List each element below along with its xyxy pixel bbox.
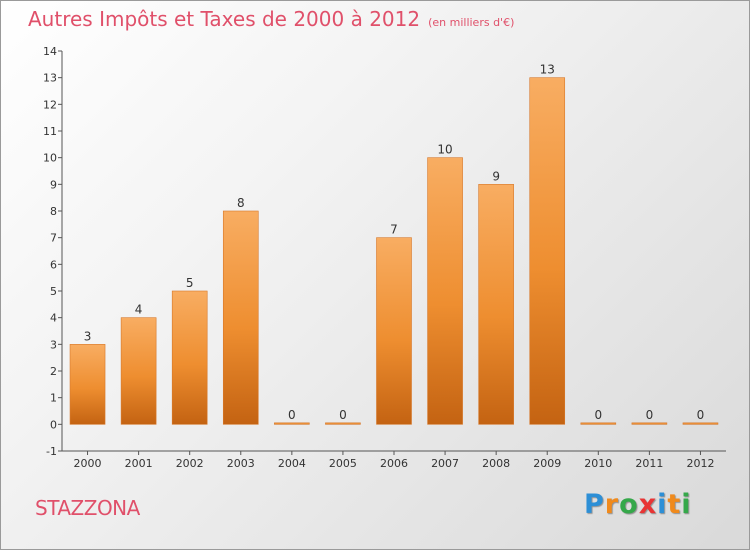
x-tick-label: 2011: [635, 457, 663, 470]
x-tick-label: 2010: [584, 457, 612, 470]
y-tick-label: 12: [43, 98, 57, 111]
bar: [631, 422, 668, 425]
y-tick-label: 3: [50, 338, 57, 351]
bar: [529, 77, 566, 425]
y-tick-label: -1: [46, 445, 57, 458]
y-tick-label: 4: [50, 312, 57, 325]
value-label: 5: [186, 276, 194, 290]
chart-title: Autres Impôts et Taxes de 2000 à 2012 (en…: [28, 7, 514, 31]
bar: [325, 422, 361, 425]
value-label: 3: [84, 329, 92, 343]
x-tick-label: 2008: [482, 457, 510, 470]
x-tick-label: 2000: [74, 457, 102, 470]
x-tick-label: 2001: [125, 457, 153, 470]
x-tick-label: 2003: [227, 457, 255, 470]
chart-value-labels: 3 4 5 8 0 0 7 10 9 13 0 0 0: [84, 63, 705, 422]
logo-letter: P: [584, 489, 605, 520]
y-tick-label: 0: [50, 418, 57, 431]
bar: [376, 237, 412, 425]
x-tick-label: 2006: [380, 457, 408, 470]
logo-letter: r: [604, 489, 620, 520]
y-tick-label: 2: [50, 365, 57, 378]
value-label: 0: [697, 408, 705, 422]
y-tick-label: 1: [50, 392, 57, 405]
bar: [580, 422, 617, 425]
y-tick-label: 5: [50, 285, 57, 298]
value-label: 4: [135, 303, 143, 317]
y-tick-label: 10: [43, 152, 57, 165]
bar: [274, 422, 310, 425]
logo-letter: i: [681, 489, 692, 520]
y-tick-label: 7: [50, 232, 57, 245]
value-label: 8: [237, 196, 245, 210]
value-label: 0: [646, 408, 654, 422]
bar: [427, 157, 463, 425]
logo-letter: i: [657, 489, 668, 520]
x-tick-label: 2007: [431, 457, 459, 470]
x-tick-label: 2005: [329, 457, 357, 470]
bar: [69, 344, 106, 425]
bar: [171, 290, 208, 425]
value-label: 0: [339, 408, 347, 422]
value-label: 10: [437, 143, 452, 157]
value-label: 0: [594, 408, 602, 422]
y-tick-label: 11: [43, 125, 57, 138]
x-tick-label: 2004: [278, 457, 306, 470]
chart-bars: [69, 77, 719, 425]
x-tick-label: 2009: [533, 457, 561, 470]
y-tick-label: 13: [43, 72, 57, 85]
value-label: 7: [390, 223, 398, 237]
value-label: 13: [540, 63, 555, 77]
y-tick-label: 6: [50, 258, 57, 271]
value-label: 0: [288, 408, 296, 422]
proxiti-logo: Proxiti: [584, 489, 692, 520]
bar: [222, 210, 259, 425]
value-label: 9: [492, 169, 500, 183]
logo-letter: t: [667, 489, 682, 520]
y-tick-label: 8: [50, 205, 57, 218]
logo-letter: o: [619, 489, 639, 520]
chart-title-text: Autres Impôts et Taxes de 2000 à 2012: [28, 7, 421, 31]
bar: [120, 317, 157, 425]
commune-name: STAZZONA: [35, 496, 140, 520]
x-tick-label: 2012: [686, 457, 714, 470]
x-tick-label: 2002: [176, 457, 204, 470]
y-tick-label: 9: [50, 178, 57, 191]
logo-letter: x: [638, 489, 658, 520]
bar: [682, 422, 719, 425]
chart-title-unit: (en milliers d'€): [428, 16, 515, 29]
y-tick-label: 14: [43, 45, 57, 58]
bar: [478, 184, 514, 425]
